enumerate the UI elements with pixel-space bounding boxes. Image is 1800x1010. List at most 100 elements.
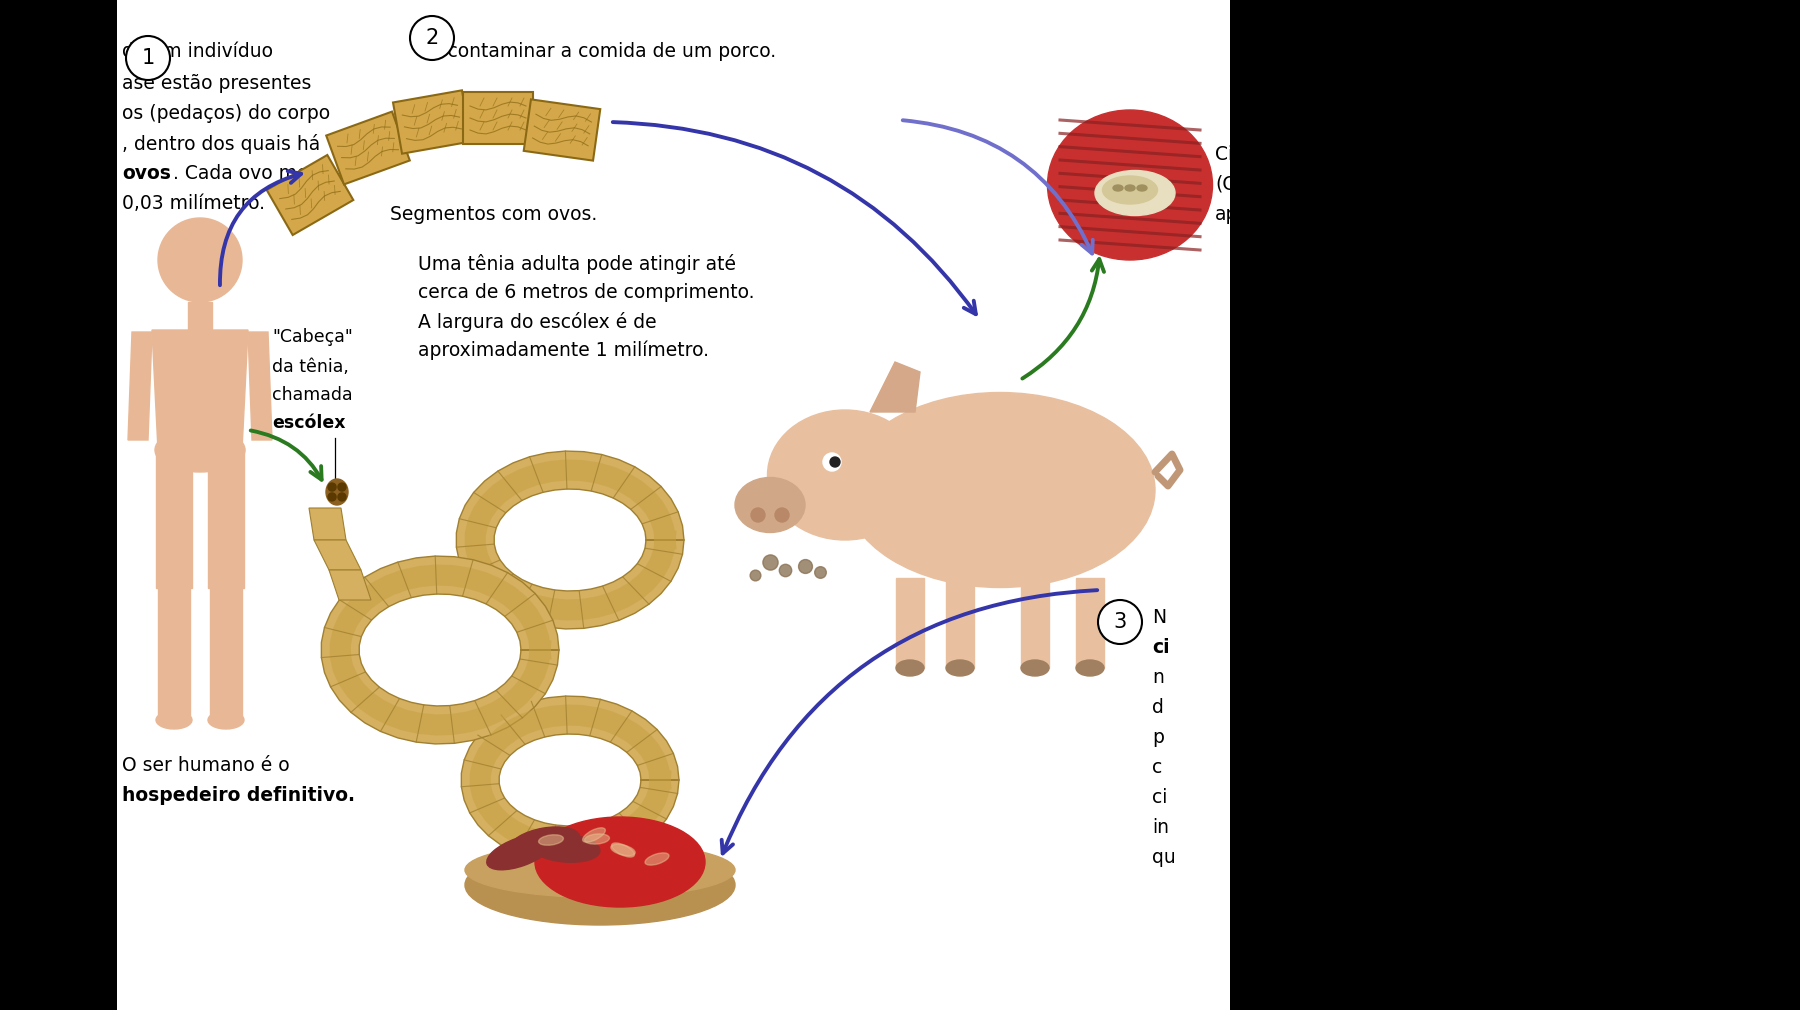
- Circle shape: [830, 457, 841, 467]
- Text: (C: (C: [1215, 175, 1235, 194]
- Point: [790, 558, 819, 574]
- Ellipse shape: [1094, 171, 1175, 215]
- Text: N: N: [1152, 608, 1166, 627]
- Circle shape: [823, 453, 841, 471]
- Ellipse shape: [464, 845, 734, 925]
- Bar: [896, 578, 923, 668]
- Ellipse shape: [538, 834, 563, 845]
- Text: , dentro dos quais há: , dentro dos quais há: [122, 134, 320, 154]
- Ellipse shape: [734, 478, 805, 532]
- FancyBboxPatch shape: [392, 90, 472, 154]
- Circle shape: [338, 493, 346, 501]
- FancyArrowPatch shape: [612, 122, 976, 314]
- Text: A largura do escólex é de: A largura do escólex é de: [418, 312, 657, 332]
- Circle shape: [1098, 600, 1141, 644]
- Ellipse shape: [1048, 110, 1213, 260]
- FancyBboxPatch shape: [463, 92, 533, 144]
- Text: 3: 3: [1114, 612, 1127, 632]
- Point: [740, 567, 769, 583]
- Ellipse shape: [896, 660, 923, 676]
- Bar: [1076, 578, 1103, 668]
- Ellipse shape: [610, 844, 635, 855]
- Ellipse shape: [947, 660, 974, 676]
- Text: n: n: [1152, 668, 1165, 687]
- Polygon shape: [128, 332, 151, 440]
- Ellipse shape: [1076, 660, 1103, 676]
- Circle shape: [126, 36, 169, 80]
- Text: 2: 2: [425, 28, 439, 48]
- Text: os (pedaços) do corpo: os (pedaços) do corpo: [122, 104, 329, 123]
- Ellipse shape: [844, 393, 1156, 588]
- Ellipse shape: [767, 410, 922, 540]
- Circle shape: [328, 493, 337, 501]
- Text: ase estão presentes: ase estão presentes: [122, 74, 311, 93]
- Ellipse shape: [1125, 185, 1136, 191]
- Ellipse shape: [209, 711, 245, 729]
- Text: hospedeiro definitivo.: hospedeiro definitivo.: [122, 786, 355, 805]
- Text: 1: 1: [142, 48, 155, 68]
- Ellipse shape: [1021, 660, 1049, 676]
- Text: .: .: [333, 414, 338, 432]
- Text: in: in: [1152, 818, 1168, 837]
- Circle shape: [751, 508, 765, 522]
- Polygon shape: [151, 330, 248, 450]
- Circle shape: [338, 483, 346, 491]
- FancyArrowPatch shape: [220, 171, 301, 285]
- Ellipse shape: [511, 827, 580, 857]
- Circle shape: [410, 16, 454, 60]
- Circle shape: [158, 218, 241, 302]
- Text: de um indivíduo: de um indivíduo: [122, 42, 274, 61]
- Text: qu: qu: [1152, 848, 1175, 867]
- Text: ci: ci: [1152, 788, 1168, 807]
- Text: Uma tênia adulta pode atingir até: Uma tênia adulta pode atingir até: [418, 254, 736, 274]
- FancyArrowPatch shape: [904, 120, 1093, 254]
- Text: da tênia,: da tênia,: [272, 358, 349, 376]
- Bar: [157, 448, 193, 588]
- Ellipse shape: [583, 828, 605, 842]
- Bar: [1021, 578, 1049, 668]
- Polygon shape: [248, 332, 272, 440]
- Bar: [187, 302, 212, 330]
- Ellipse shape: [1138, 185, 1147, 191]
- Text: escólex: escólex: [272, 414, 346, 432]
- Text: O ser humano é o: O ser humano é o: [122, 756, 290, 775]
- Ellipse shape: [612, 843, 634, 857]
- Ellipse shape: [1102, 176, 1157, 204]
- Text: . Cada ovo mede: . Cada ovo mede: [173, 164, 331, 183]
- Ellipse shape: [157, 711, 193, 729]
- Text: aproximadamente 1 milímetro.: aproximadamente 1 milímetro.: [418, 341, 709, 361]
- Text: Cis: Cis: [1215, 145, 1244, 164]
- Text: chamada: chamada: [272, 386, 353, 404]
- Circle shape: [776, 508, 788, 522]
- FancyBboxPatch shape: [326, 111, 410, 185]
- FancyArrowPatch shape: [250, 430, 322, 480]
- FancyArrowPatch shape: [722, 590, 1098, 853]
- Polygon shape: [329, 570, 371, 600]
- Point: [806, 564, 835, 580]
- Text: d: d: [1152, 698, 1165, 717]
- Text: Segmentos com ovos.: Segmentos com ovos.: [391, 205, 598, 224]
- Bar: [117, 0, 1229, 1010]
- Ellipse shape: [585, 834, 610, 844]
- Point: [770, 562, 799, 578]
- Polygon shape: [461, 696, 679, 864]
- FancyBboxPatch shape: [524, 99, 599, 161]
- Ellipse shape: [531, 833, 599, 863]
- Ellipse shape: [486, 834, 553, 870]
- Polygon shape: [457, 451, 684, 629]
- Ellipse shape: [644, 852, 670, 866]
- Point: [756, 553, 785, 570]
- Polygon shape: [313, 540, 362, 570]
- Ellipse shape: [464, 842, 734, 898]
- Text: a contaminar a comida de um porco.: a contaminar a comida de um porco.: [430, 42, 776, 61]
- Bar: [209, 448, 245, 588]
- Bar: [211, 588, 241, 718]
- Ellipse shape: [326, 479, 347, 505]
- Bar: [158, 588, 191, 718]
- Ellipse shape: [1112, 185, 1123, 191]
- Text: ap: ap: [1215, 205, 1238, 224]
- Polygon shape: [322, 557, 560, 744]
- Text: cerca de 6 metros de comprimento.: cerca de 6 metros de comprimento.: [418, 283, 754, 302]
- Text: ovos: ovos: [122, 164, 171, 183]
- Text: c: c: [1152, 758, 1163, 777]
